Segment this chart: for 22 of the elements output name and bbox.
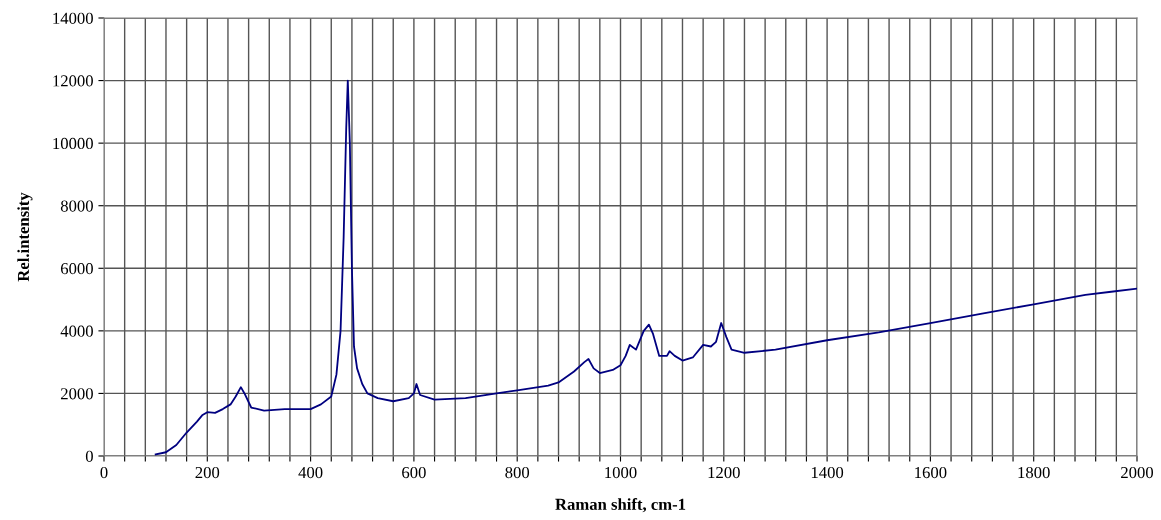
line-series [154, 79, 1137, 456]
y-tick-label: 12000 [53, 75, 93, 87]
x-tick-label: 0 [100, 466, 108, 479]
x-axis-title: Raman shift, cm-1 [555, 498, 686, 513]
x-tick-label: 1600 [915, 466, 947, 479]
y-tick-label: 14000 [53, 12, 93, 24]
x-tick-label: 1200 [708, 466, 740, 479]
y-tick-label: 4000 [60, 325, 93, 337]
x-tick-label: 600 [402, 466, 426, 479]
x-tick-label: 2000 [1121, 466, 1154, 479]
x-tick-label: 1800 [1018, 466, 1050, 479]
y-tick-label: 6000 [60, 262, 93, 275]
x-tick-label: 200 [195, 466, 220, 479]
x-tick-label: 800 [505, 466, 530, 479]
y-tick-label: 0 [85, 450, 93, 462]
x-tick-label: 1000 [605, 466, 637, 479]
y-tick-label: 10000 [53, 137, 93, 150]
y-tick-label: 8000 [60, 200, 93, 212]
y-tick-label: 2000 [60, 388, 93, 400]
x-tick-label: 400 [298, 466, 323, 479]
x-tick-label: 1400 [811, 466, 844, 479]
y-axis-title: Rel.intensity [17, 192, 33, 282]
